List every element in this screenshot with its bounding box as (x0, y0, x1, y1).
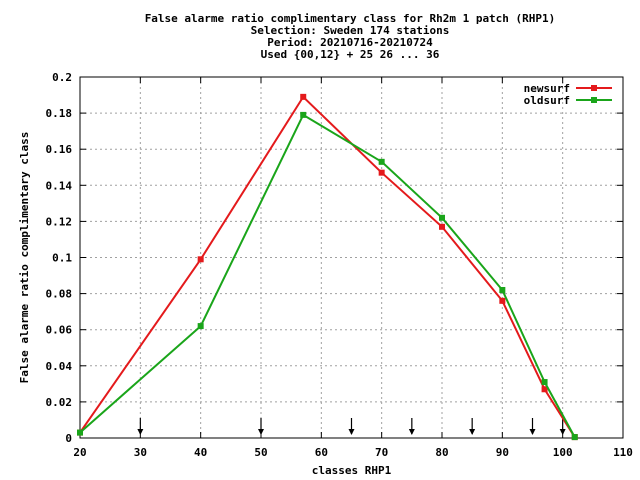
data-point (439, 214, 445, 221)
data-point (499, 297, 506, 304)
y-tick-label: 0.2 (52, 71, 72, 84)
y-tick-label: 0.12 (46, 215, 73, 228)
data-point (378, 158, 385, 165)
class-boundary-arrow (408, 418, 415, 435)
y-tick-label: 0.14 (46, 179, 73, 192)
x-tick-label: 70 (375, 446, 388, 459)
y-tick-label: 0 (65, 432, 72, 445)
x-tick-label: 20 (73, 446, 86, 459)
y-tick-label: 0.04 (46, 360, 73, 373)
x-tick-label: 90 (496, 446, 509, 459)
y-tick-label: 0.1 (52, 252, 72, 265)
data-point (378, 169, 385, 176)
x-tick-label: 50 (254, 446, 267, 459)
legend-item: newsurf (524, 82, 612, 95)
class-boundary-arrow (469, 418, 476, 435)
data-series (77, 93, 578, 441)
data-point (77, 429, 83, 436)
x-tick-labels: 20 30 40 50 60 70 80 90 100 110 (73, 446, 633, 459)
chart-title-line: Used {00,12} + 25 26 ... 36 (261, 48, 440, 61)
chart-title-line: Period: 20210716-20210724 (267, 36, 433, 49)
y-tick-label: 0.18 (46, 107, 73, 120)
x-axis-label: classes RHP1 (312, 464, 392, 477)
y-tick-label: 0.06 (46, 324, 73, 337)
chart-title-line: False alarme ratio complimentary class f… (145, 12, 556, 25)
legend-item: oldsurf (524, 94, 612, 107)
data-point (541, 386, 548, 393)
x-tick-label: 100 (553, 446, 573, 459)
data-point (197, 256, 204, 263)
data-point (499, 286, 506, 293)
x-tick-label: 40 (194, 446, 207, 459)
legend-swatch-marker (591, 97, 597, 103)
y-tick-label: 0.16 (46, 143, 73, 156)
chart-title: False alarme ratio complimentary class f… (145, 12, 556, 61)
y-axis-label: False alarme ratio complimentary class (18, 132, 31, 384)
data-point (300, 93, 307, 100)
y-tick-labels: 0 0.02 0.04 0.06 0.08 0.1 0.12 0.14 0.16 0.18 0.2 (46, 71, 73, 445)
y-tick-label: 0.08 (46, 288, 73, 301)
data-point (197, 323, 204, 330)
legend-label: oldsurf (524, 94, 570, 107)
x-tick-label: 80 (435, 446, 448, 459)
class-boundary-arrow (348, 418, 355, 435)
class-arrows (137, 418, 566, 435)
legend-swatch-marker (591, 85, 597, 91)
data-point (439, 223, 445, 230)
class-boundary-arrow (529, 418, 536, 435)
class-boundary-arrow (559, 418, 566, 435)
series-line (79, 113, 576, 438)
class-boundary-arrow (137, 418, 144, 435)
x-tick-label: 110 (613, 446, 633, 459)
x-tick-label: 30 (134, 446, 147, 459)
data-point (541, 379, 548, 386)
y-tick-label: 0.02 (46, 396, 73, 409)
x-tick-label: 60 (315, 446, 328, 459)
legend-label: newsurf (524, 82, 570, 95)
series-line (79, 95, 576, 438)
grid-lines (80, 77, 623, 438)
data-point (300, 111, 307, 118)
chart-title-line: Selection: Sweden 174 stations (251, 24, 450, 37)
data-point (571, 434, 578, 441)
class-boundary-arrow (258, 418, 264, 435)
series-oldsurf (77, 111, 578, 441)
